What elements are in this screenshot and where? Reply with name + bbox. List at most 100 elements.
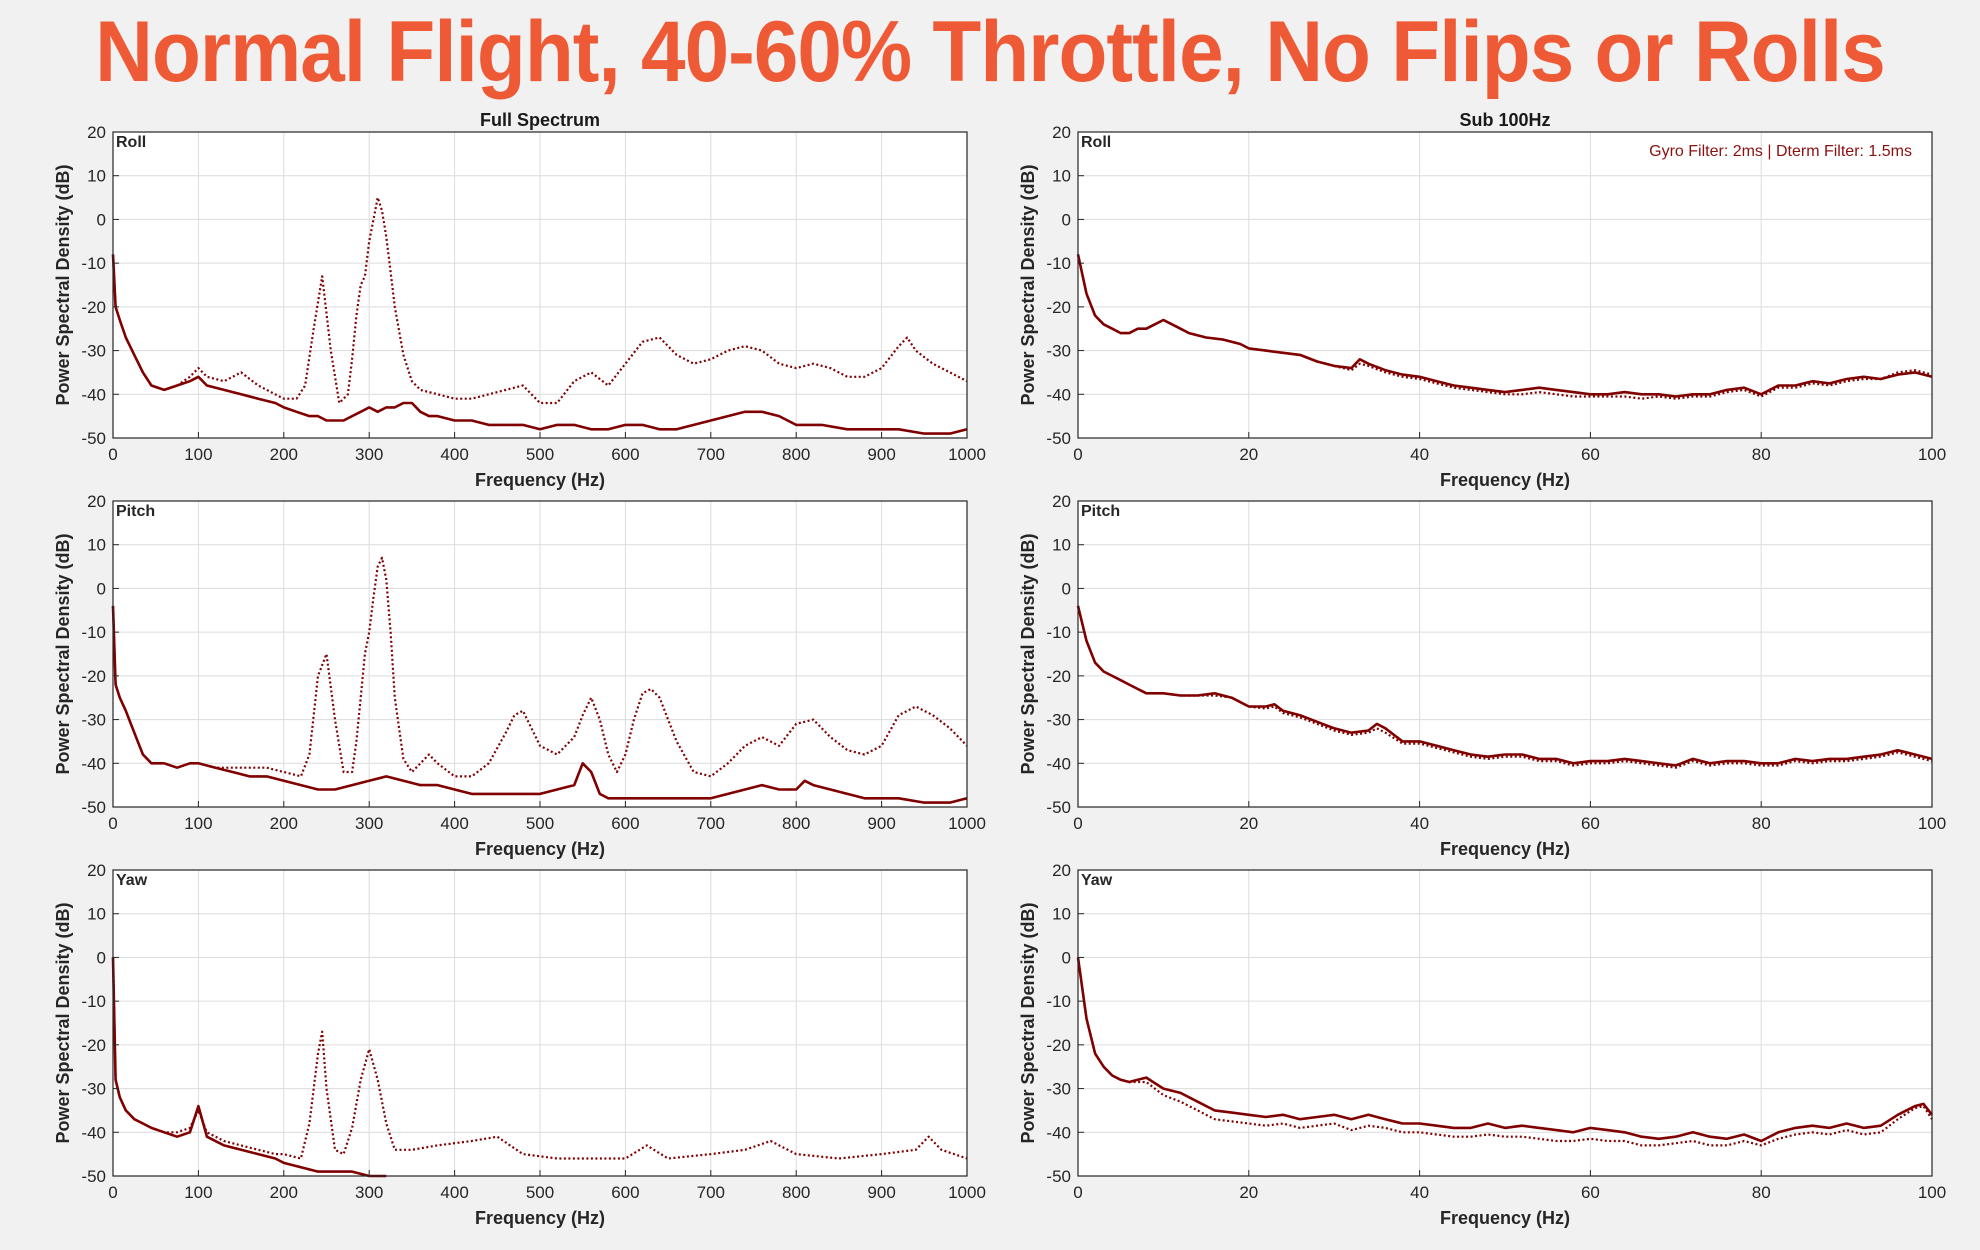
plot-area bbox=[1078, 870, 1932, 1176]
y-tick-label: -10 bbox=[1046, 254, 1071, 273]
x-tick-label: 60 bbox=[1581, 445, 1600, 464]
plot-area bbox=[1078, 132, 1932, 438]
series-line-dotted bbox=[111, 957, 968, 1160]
axis-name-label: Roll bbox=[116, 134, 146, 151]
y-tick-label: -50 bbox=[81, 1167, 106, 1186]
x-tick-label: 0 bbox=[108, 814, 117, 833]
chart-main-title: Normal Flight, 40-60% Throttle, No Flips… bbox=[95, 4, 1886, 100]
x-tick-label: 200 bbox=[270, 814, 298, 833]
series-line-solid bbox=[111, 254, 968, 435]
y-tick-label: -30 bbox=[81, 342, 106, 361]
column-title: Sub 100Hz bbox=[1459, 110, 1550, 130]
y-tick-label: -10 bbox=[1046, 623, 1071, 642]
x-tick-label: 0 bbox=[1073, 1183, 1082, 1202]
y-tick-label: 0 bbox=[1062, 948, 1071, 967]
x-tick-label: 1000 bbox=[948, 445, 986, 464]
chart-panel: 0 100 200 300 400 500 600 700 800 900 1000-50-40-3… bbox=[53, 492, 986, 859]
x-tick-label: 0 bbox=[108, 445, 117, 464]
y-tick-label: 20 bbox=[1052, 123, 1071, 142]
y-tick-label: -20 bbox=[1046, 298, 1071, 317]
x-axis-label: Frequency (Hz) bbox=[1440, 839, 1570, 859]
x-tick-label: 500 bbox=[526, 814, 554, 833]
y-axis-label: Power Spectral Density (dB) bbox=[1018, 164, 1038, 405]
y-tick-label: -30 bbox=[1046, 1080, 1071, 1099]
y-tick-label: 0 bbox=[97, 210, 106, 229]
x-tick-label: 20 bbox=[1239, 1183, 1258, 1202]
x-axis-label: Frequency (Hz) bbox=[475, 470, 605, 490]
x-tick-label: 700 bbox=[697, 445, 725, 464]
x-tick-label: 100 bbox=[184, 1183, 212, 1202]
x-tick-label: 40 bbox=[1410, 1183, 1429, 1202]
x-tick-label: 800 bbox=[782, 445, 810, 464]
y-tick-label: -10 bbox=[81, 992, 106, 1011]
chart-panel: 0 20 40 60 80 100 -50 -40 -30 -20 -10 0 10 20 Frequenc… bbox=[1018, 110, 1946, 490]
x-tick-label: 0 bbox=[1073, 445, 1082, 464]
x-tick-label: 0 bbox=[108, 1183, 117, 1202]
y-tick-label: -50 bbox=[81, 429, 106, 448]
y-tick-label: 0 bbox=[97, 948, 106, 967]
x-tick-label: 1000 bbox=[948, 1183, 986, 1202]
axis-name-label: Pitch bbox=[1081, 503, 1120, 520]
series-line-solid bbox=[1076, 605, 1933, 767]
y-tick-label: 10 bbox=[1052, 536, 1071, 555]
x-axis-label: Frequency (Hz) bbox=[475, 839, 605, 859]
x-tick-label: 400 bbox=[440, 445, 468, 464]
plot-area bbox=[1078, 501, 1932, 807]
y-tick-label: -50 bbox=[1046, 798, 1071, 817]
axis-name-label: Roll bbox=[1081, 134, 1111, 151]
y-tick-label: -40 bbox=[81, 385, 106, 404]
x-tick-label: 60 bbox=[1581, 1183, 1600, 1202]
x-tick-label: 20 bbox=[1239, 445, 1258, 464]
y-tick-label: 0 bbox=[1062, 579, 1071, 598]
series-line-dotted bbox=[111, 196, 968, 405]
x-tick-label: 80 bbox=[1752, 814, 1771, 833]
x-tick-label: 100 bbox=[1918, 445, 1946, 464]
y-tick-label: 20 bbox=[1052, 861, 1071, 880]
y-tick-label: 20 bbox=[1052, 492, 1071, 511]
y-tick-label: -30 bbox=[81, 1080, 106, 1099]
y-tick-label: 20 bbox=[87, 861, 106, 880]
y-tick-label: -20 bbox=[1046, 667, 1071, 686]
y-axis-label: Power Spectral Density (dB) bbox=[53, 533, 73, 774]
x-tick-label: 1000 bbox=[948, 814, 986, 833]
series-line-dotted bbox=[1076, 605, 1933, 769]
x-axis-label: Frequency (Hz) bbox=[1440, 1208, 1570, 1228]
y-tick-label: 0 bbox=[97, 579, 106, 598]
chart-panel: 0 20 40 60 80 100 -50 -40 -30 -20 -10 0 10 20 Frequenc… bbox=[1018, 861, 1946, 1228]
y-axis-label: Power Spectral Density (dB) bbox=[53, 164, 73, 405]
axis-name-label: Pitch bbox=[116, 503, 155, 520]
x-tick-label: 300 bbox=[355, 814, 383, 833]
y-tick-label: -50 bbox=[1046, 1167, 1071, 1186]
y-tick-label: -20 bbox=[81, 1036, 106, 1055]
x-tick-label: 200 bbox=[270, 1183, 298, 1202]
panels-layer: 0 100 200 300 400 500 600 700 800 900 1000-50-40-3… bbox=[53, 110, 1946, 1228]
y-tick-label: -10 bbox=[1046, 992, 1071, 1011]
x-tick-label: 200 bbox=[270, 445, 298, 464]
y-tick-label: -30 bbox=[1046, 711, 1071, 730]
x-tick-label: 80 bbox=[1752, 445, 1771, 464]
y-tick-label: 10 bbox=[87, 905, 106, 924]
chart-panel: 0 20 40 60 80 100 -50 -40 -30 -20 -10 0 10 20 Frequenc… bbox=[1018, 492, 1946, 859]
y-tick-label: 10 bbox=[87, 167, 106, 186]
y-tick-label: 20 bbox=[87, 492, 106, 511]
x-tick-label: 20 bbox=[1239, 814, 1258, 833]
y-tick-label: 10 bbox=[87, 536, 106, 555]
x-tick-label: 700 bbox=[697, 1183, 725, 1202]
x-tick-label: 800 bbox=[782, 1183, 810, 1202]
y-tick-label: -30 bbox=[1046, 342, 1071, 361]
y-tick-label: -50 bbox=[81, 798, 106, 817]
chart-panel: 0 100 200 300 400 500 600 700 800 900 1000-50-40-3… bbox=[53, 861, 986, 1228]
x-tick-label: 900 bbox=[867, 445, 895, 464]
x-tick-label: 500 bbox=[526, 1183, 554, 1202]
x-tick-label: 300 bbox=[355, 1183, 383, 1202]
x-tick-label: 100 bbox=[184, 445, 212, 464]
y-tick-label: -10 bbox=[81, 254, 106, 273]
x-tick-label: 900 bbox=[867, 814, 895, 833]
y-tick-label: 20 bbox=[87, 123, 106, 142]
y-tick-label: -50 bbox=[1046, 429, 1071, 448]
y-tick-label: -40 bbox=[1046, 754, 1071, 773]
series-line-dotted bbox=[1076, 957, 1933, 1147]
y-tick-label: -30 bbox=[81, 711, 106, 730]
x-tick-label: 40 bbox=[1410, 814, 1429, 833]
